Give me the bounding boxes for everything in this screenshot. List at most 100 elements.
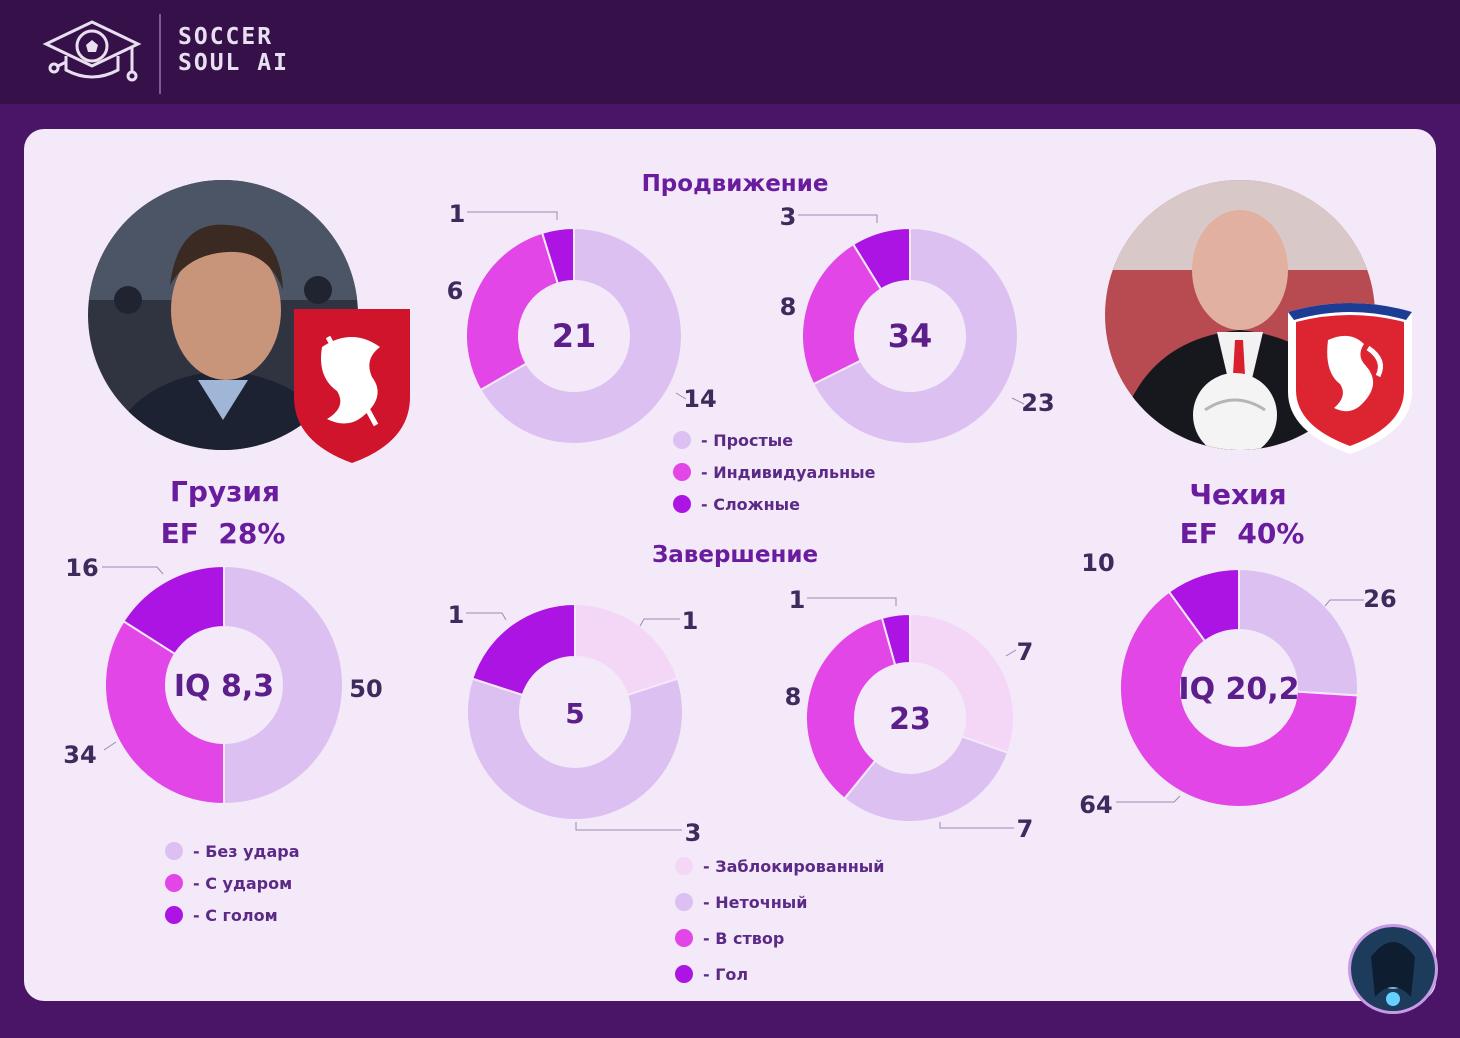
- donut-slice-простые: [479, 226, 683, 445]
- leader-line: [1116, 795, 1181, 803]
- data-label: 1: [682, 607, 699, 635]
- legend-item: - Сложные: [673, 488, 875, 520]
- data-label: 16: [65, 554, 98, 582]
- logo-divider: [159, 14, 161, 94]
- legend-label: - Без удара: [193, 841, 300, 861]
- section-title-finishing: Завершение: [651, 542, 819, 568]
- leader-line: [1324, 599, 1364, 607]
- soccer-ball-graduation-cap-icon: [42, 20, 142, 82]
- legend-swatch: [673, 431, 691, 449]
- data-label: 1: [448, 601, 465, 629]
- legend-label: - Простые: [701, 430, 794, 450]
- legend-swatch: [165, 842, 183, 860]
- leader-line: [807, 597, 897, 606]
- legend-label: - Сложные: [701, 494, 800, 514]
- team-ef-georgia: EF 28%: [160, 517, 286, 550]
- legend-iq: - Без удара - С ударом - С голом: [165, 835, 300, 931]
- data-label: 10: [1081, 549, 1114, 577]
- donut-center-label: 21: [552, 317, 597, 355]
- donut-slice-неточный: [466, 677, 684, 821]
- legend-item: - Неточный: [675, 884, 884, 920]
- legend-label: - С голом: [193, 905, 278, 925]
- legend-item: - Индивидуальные: [673, 456, 875, 488]
- data-label: 34: [63, 741, 96, 769]
- donut-slice-заблокированный: [909, 612, 1015, 755]
- legend-swatch: [165, 906, 183, 924]
- legend-swatch: [675, 965, 693, 983]
- legend-item: - С ударом: [165, 867, 300, 899]
- brand-line-2: SOUL AI: [178, 50, 289, 76]
- leader-line: [639, 618, 680, 627]
- legend-item: - Без удара: [165, 835, 300, 867]
- donut-center-label: 34: [888, 317, 933, 355]
- legend-label: - Индивидуальные: [701, 462, 876, 482]
- legend-item: - Заблокированный: [675, 848, 884, 884]
- legend-item: - С голом: [165, 899, 300, 931]
- data-label: 8: [785, 683, 802, 711]
- data-label: 7: [1017, 638, 1034, 666]
- data-label: 3: [780, 203, 797, 231]
- leader-line: [1011, 397, 1025, 405]
- legend-swatch: [165, 874, 183, 892]
- czech-lion-crest-icon: [1288, 303, 1412, 454]
- donut-center-label: 23: [889, 702, 931, 737]
- leader-line: [798, 214, 878, 223]
- donut-slice-сложные: [540, 226, 575, 285]
- leader-line: [467, 211, 558, 220]
- donut-slice-с ударом: [104, 619, 225, 806]
- data-label: 6: [447, 277, 464, 305]
- data-label: 14: [683, 385, 716, 413]
- data-label: 3: [685, 819, 702, 847]
- georgia-crest-icon: [294, 309, 410, 463]
- donut-slice-с ударом: [1119, 590, 1359, 808]
- legend-item: - Гол: [675, 956, 884, 992]
- data-label: 26: [1363, 585, 1396, 613]
- data-label: 7: [1017, 815, 1034, 843]
- leader-line: [675, 392, 687, 400]
- donut-slice-без удара: [1238, 567, 1359, 697]
- legend-swatch: [675, 929, 693, 947]
- leader-line: [939, 822, 1014, 829]
- donut-slice-неточный: [842, 735, 1010, 823]
- legend-swatch: [673, 495, 691, 513]
- legend-label: - Неточный: [703, 892, 808, 912]
- leader-line: [102, 566, 164, 575]
- legend-progression: - Простые - Индивидуальные - Сложные: [673, 424, 875, 520]
- donut-slice-без удара: [223, 564, 344, 806]
- assistant-avatar[interactable]: [1348, 924, 1438, 1014]
- legend-item: - В створ: [675, 920, 884, 956]
- team-ef-czech: EF 40%: [1179, 517, 1305, 550]
- legend-label: - Гол: [703, 964, 749, 984]
- legend-label: - С ударом: [193, 873, 293, 893]
- donut-slice-простые: [811, 226, 1019, 445]
- top-bar: SOCCER SOUL AI: [0, 0, 1460, 104]
- donut-slice-гол: [880, 612, 911, 667]
- data-label: 1: [449, 200, 466, 228]
- brand-line-1: SOCCER: [178, 24, 274, 50]
- leader-line: [103, 741, 117, 751]
- donut-slice-с голом: [122, 564, 225, 656]
- data-label: 23: [1021, 389, 1054, 417]
- donut-slice-с голом: [1167, 567, 1240, 643]
- donut-slice-сложные: [851, 226, 911, 291]
- donut-slice-гол: [471, 602, 576, 697]
- data-label: 64: [1079, 791, 1112, 819]
- legend-label: - Заблокированный: [703, 856, 885, 876]
- donut-slice-в створ: [805, 616, 897, 801]
- donut-center-label: 5: [565, 697, 584, 730]
- leader-line: [575, 822, 682, 831]
- legend-swatch: [675, 857, 693, 875]
- donut-center-label: IQ 20,2: [1178, 672, 1299, 707]
- legend-swatch: [673, 463, 691, 481]
- section-title-progression: Продвижение: [641, 171, 829, 197]
- donut-slice-индивидуальные: [465, 231, 560, 392]
- legend-label: - В створ: [703, 928, 785, 948]
- legend-swatch: [675, 893, 693, 911]
- data-label: 8: [780, 293, 797, 321]
- leader-line: [1005, 649, 1017, 657]
